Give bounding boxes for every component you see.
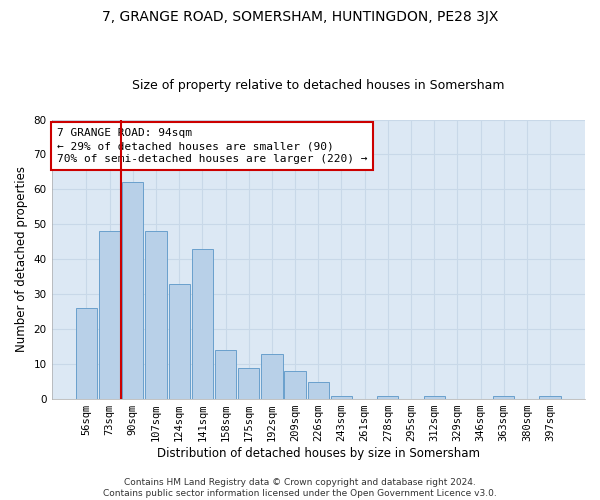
Bar: [377, 396, 398, 399]
Bar: [308, 382, 329, 399]
Bar: [169, 284, 190, 399]
Bar: [215, 350, 236, 399]
Text: Contains HM Land Registry data © Crown copyright and database right 2024.
Contai: Contains HM Land Registry data © Crown c…: [103, 478, 497, 498]
Bar: [284, 371, 306, 399]
Bar: [122, 182, 143, 399]
Bar: [331, 396, 352, 399]
Bar: [238, 368, 259, 399]
Bar: [145, 232, 167, 399]
Bar: [424, 396, 445, 399]
Y-axis label: Number of detached properties: Number of detached properties: [15, 166, 28, 352]
Bar: [493, 396, 514, 399]
Bar: [99, 232, 120, 399]
Title: Size of property relative to detached houses in Somersham: Size of property relative to detached ho…: [132, 79, 505, 92]
Bar: [76, 308, 97, 399]
Bar: [261, 354, 283, 399]
Text: 7, GRANGE ROAD, SOMERSHAM, HUNTINGDON, PE28 3JX: 7, GRANGE ROAD, SOMERSHAM, HUNTINGDON, P…: [102, 10, 498, 24]
Bar: [539, 396, 561, 399]
Bar: [191, 249, 213, 399]
Text: 7 GRANGE ROAD: 94sqm
← 29% of detached houses are smaller (90)
70% of semi-detac: 7 GRANGE ROAD: 94sqm ← 29% of detached h…: [57, 128, 367, 164]
X-axis label: Distribution of detached houses by size in Somersham: Distribution of detached houses by size …: [157, 447, 480, 460]
